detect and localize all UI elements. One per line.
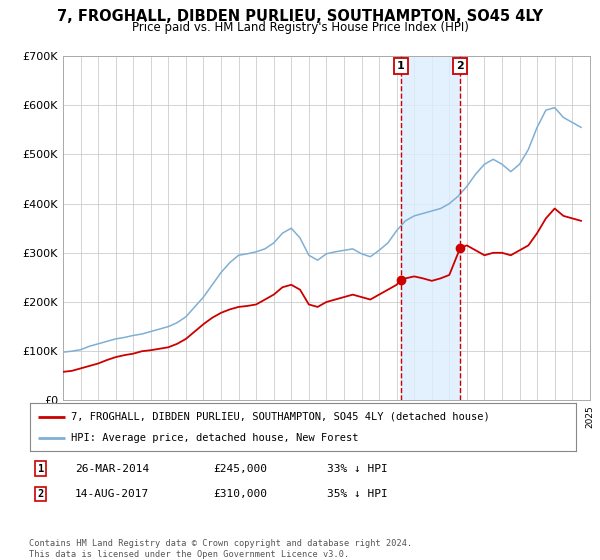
Text: Price paid vs. HM Land Registry's House Price Index (HPI): Price paid vs. HM Land Registry's House …: [131, 21, 469, 34]
Text: Contains HM Land Registry data © Crown copyright and database right 2024.
This d: Contains HM Land Registry data © Crown c…: [29, 539, 412, 559]
Text: 14-AUG-2017: 14-AUG-2017: [75, 489, 149, 499]
Text: 2: 2: [38, 489, 44, 499]
Bar: [401, 56, 460, 400]
Text: 26-MAR-2014: 26-MAR-2014: [75, 464, 149, 474]
Text: 1: 1: [397, 62, 404, 71]
Text: 7, FROGHALL, DIBDEN PURLIEU, SOUTHAMPTON, SO45 4LY: 7, FROGHALL, DIBDEN PURLIEU, SOUTHAMPTON…: [57, 9, 543, 24]
Text: £245,000: £245,000: [213, 464, 267, 474]
Text: 1: 1: [38, 464, 44, 474]
Text: £310,000: £310,000: [213, 489, 267, 499]
Text: 2: 2: [457, 62, 464, 71]
Text: 33% ↓ HPI: 33% ↓ HPI: [327, 464, 388, 474]
Text: 35% ↓ HPI: 35% ↓ HPI: [327, 489, 388, 499]
Text: HPI: Average price, detached house, New Forest: HPI: Average price, detached house, New …: [71, 433, 358, 444]
Text: 7, FROGHALL, DIBDEN PURLIEU, SOUTHAMPTON, SO45 4LY (detached house): 7, FROGHALL, DIBDEN PURLIEU, SOUTHAMPTON…: [71, 412, 490, 422]
